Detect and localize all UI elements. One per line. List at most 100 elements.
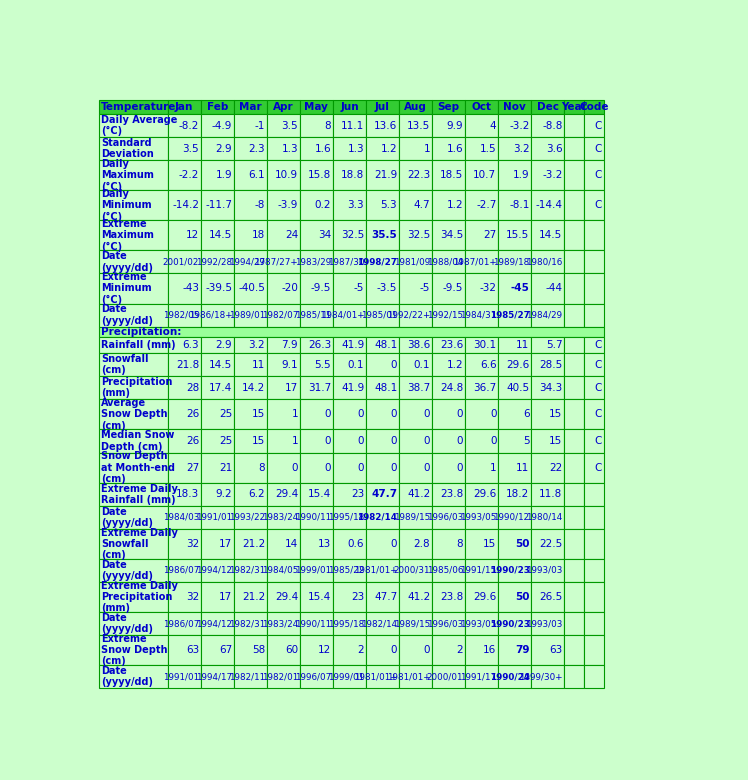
Bar [234,582,267,612]
Bar [333,137,366,160]
Text: 27: 27 [186,463,199,473]
Text: 1999/01: 1999/01 [328,672,364,681]
Bar [168,220,200,250]
Text: Date
(yyyy/dd): Date (yyyy/dd) [101,613,153,634]
Bar [333,376,366,399]
Bar [366,137,399,160]
Bar [168,558,200,582]
Text: 3.2: 3.2 [248,340,265,350]
Bar [465,483,498,505]
Text: 38.6: 38.6 [407,340,430,350]
Bar [168,635,200,665]
Bar [531,483,564,505]
Bar [465,303,498,327]
Text: 1982/14: 1982/14 [361,619,397,628]
Bar [399,190,432,220]
Text: 15: 15 [483,539,497,549]
Bar [300,100,333,114]
Text: 1: 1 [490,463,497,473]
Bar [399,100,432,114]
Text: 1987/27+: 1987/27+ [254,257,298,267]
Bar [267,190,300,220]
Bar [234,430,267,452]
Bar [300,220,333,250]
Bar [584,582,604,612]
Text: 1988/04: 1988/04 [427,257,463,267]
Bar [267,137,300,160]
Text: 1984/29: 1984/29 [527,310,562,320]
Bar [333,399,366,430]
Text: 0: 0 [390,463,397,473]
Text: 2: 2 [358,645,364,655]
Text: 8: 8 [325,121,331,130]
Bar [366,635,399,665]
Bar [584,303,604,327]
Text: 0: 0 [390,645,397,655]
Bar [267,430,300,452]
Bar [234,558,267,582]
Bar [267,558,300,582]
Text: 47.7: 47.7 [374,592,397,602]
Bar [564,250,584,274]
Text: C: C [595,436,602,446]
Text: 0: 0 [457,436,463,446]
Bar [234,483,267,505]
Text: 8: 8 [457,539,463,549]
Bar [366,505,399,529]
Text: 1: 1 [423,144,430,154]
Bar [399,160,432,190]
Text: 22.5: 22.5 [539,539,562,549]
Bar [531,190,564,220]
Text: 1994/17: 1994/17 [196,672,232,681]
Bar [366,250,399,274]
Text: 1990/24: 1990/24 [489,672,530,681]
Text: 6.1: 6.1 [248,170,265,180]
Text: 16: 16 [483,645,497,655]
Bar [234,635,267,665]
Bar [564,337,584,353]
Bar [99,376,168,399]
Bar [531,250,564,274]
Bar [564,483,584,505]
Bar [465,635,498,665]
Text: 0: 0 [325,463,331,473]
Bar [168,100,200,114]
Bar [432,505,465,529]
Bar [234,100,267,114]
Bar [564,452,584,483]
Bar [564,353,584,376]
Bar [432,635,465,665]
Bar [168,114,200,137]
Text: 2.3: 2.3 [248,144,265,154]
Bar [99,582,168,612]
Bar [399,353,432,376]
Bar [300,303,333,327]
Text: 1986/18+: 1986/18+ [188,310,232,320]
Text: 21.9: 21.9 [374,170,397,180]
Text: 1990/11: 1990/11 [295,619,331,628]
Bar [333,582,366,612]
Text: Jan: Jan [175,102,194,112]
Text: 29.6: 29.6 [473,489,497,499]
Bar [465,137,498,160]
Bar [300,430,333,452]
Bar [200,337,234,353]
Bar [465,100,498,114]
Text: Mar: Mar [239,102,262,112]
Text: 11.1: 11.1 [341,121,364,130]
Text: -3.2: -3.2 [542,170,562,180]
Bar [564,505,584,529]
Bar [432,190,465,220]
Text: 0: 0 [490,410,497,420]
Text: 35.5: 35.5 [372,230,397,240]
Text: Dec: Dec [537,102,559,112]
Text: 1993/03: 1993/03 [526,619,562,628]
Text: 1999/30+: 1999/30+ [519,672,562,681]
Bar [498,505,531,529]
Text: Date
(yyyy/dd): Date (yyyy/dd) [101,560,153,581]
Bar [267,505,300,529]
Bar [498,452,531,483]
Text: 58: 58 [252,645,265,655]
Text: 1990/23: 1990/23 [489,566,530,575]
Bar [366,529,399,558]
